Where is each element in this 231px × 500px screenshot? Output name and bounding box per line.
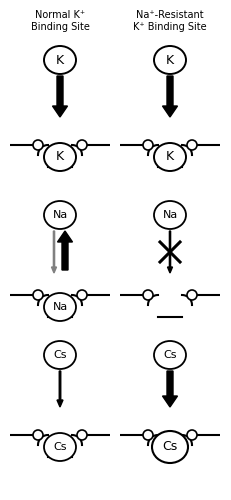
Text: Na: Na xyxy=(162,210,178,220)
FancyArrow shape xyxy=(52,231,57,273)
Text: K: K xyxy=(56,150,64,164)
Text: K: K xyxy=(166,150,174,164)
FancyArrow shape xyxy=(58,231,73,270)
Ellipse shape xyxy=(154,143,186,171)
Ellipse shape xyxy=(44,201,76,229)
Circle shape xyxy=(77,290,87,300)
Ellipse shape xyxy=(44,143,76,171)
Text: Cs: Cs xyxy=(53,350,67,360)
Circle shape xyxy=(187,290,197,300)
FancyArrow shape xyxy=(162,76,177,117)
Circle shape xyxy=(143,290,153,300)
Circle shape xyxy=(143,430,153,440)
FancyArrow shape xyxy=(167,231,173,273)
Ellipse shape xyxy=(154,46,186,74)
Circle shape xyxy=(33,140,43,150)
FancyArrow shape xyxy=(52,76,67,117)
Ellipse shape xyxy=(154,201,186,229)
Ellipse shape xyxy=(44,293,76,321)
Text: K: K xyxy=(166,54,174,66)
Ellipse shape xyxy=(44,46,76,74)
Ellipse shape xyxy=(44,341,76,369)
Circle shape xyxy=(187,430,197,440)
Ellipse shape xyxy=(152,431,188,463)
Text: Na: Na xyxy=(52,210,68,220)
Text: Na: Na xyxy=(52,302,68,312)
Ellipse shape xyxy=(44,433,76,461)
Circle shape xyxy=(33,290,43,300)
Text: Cs: Cs xyxy=(162,440,178,454)
Text: Na⁺-Resistant
K⁺ Binding Site: Na⁺-Resistant K⁺ Binding Site xyxy=(133,10,207,32)
Text: Normal K⁺
Binding Site: Normal K⁺ Binding Site xyxy=(30,10,89,32)
Circle shape xyxy=(33,430,43,440)
Text: Cs: Cs xyxy=(163,350,177,360)
Text: K: K xyxy=(56,54,64,66)
FancyArrow shape xyxy=(162,371,177,407)
Circle shape xyxy=(77,140,87,150)
Circle shape xyxy=(143,140,153,150)
FancyArrow shape xyxy=(57,371,63,407)
Circle shape xyxy=(187,140,197,150)
Circle shape xyxy=(77,430,87,440)
Text: Cs: Cs xyxy=(53,442,67,452)
Ellipse shape xyxy=(154,341,186,369)
